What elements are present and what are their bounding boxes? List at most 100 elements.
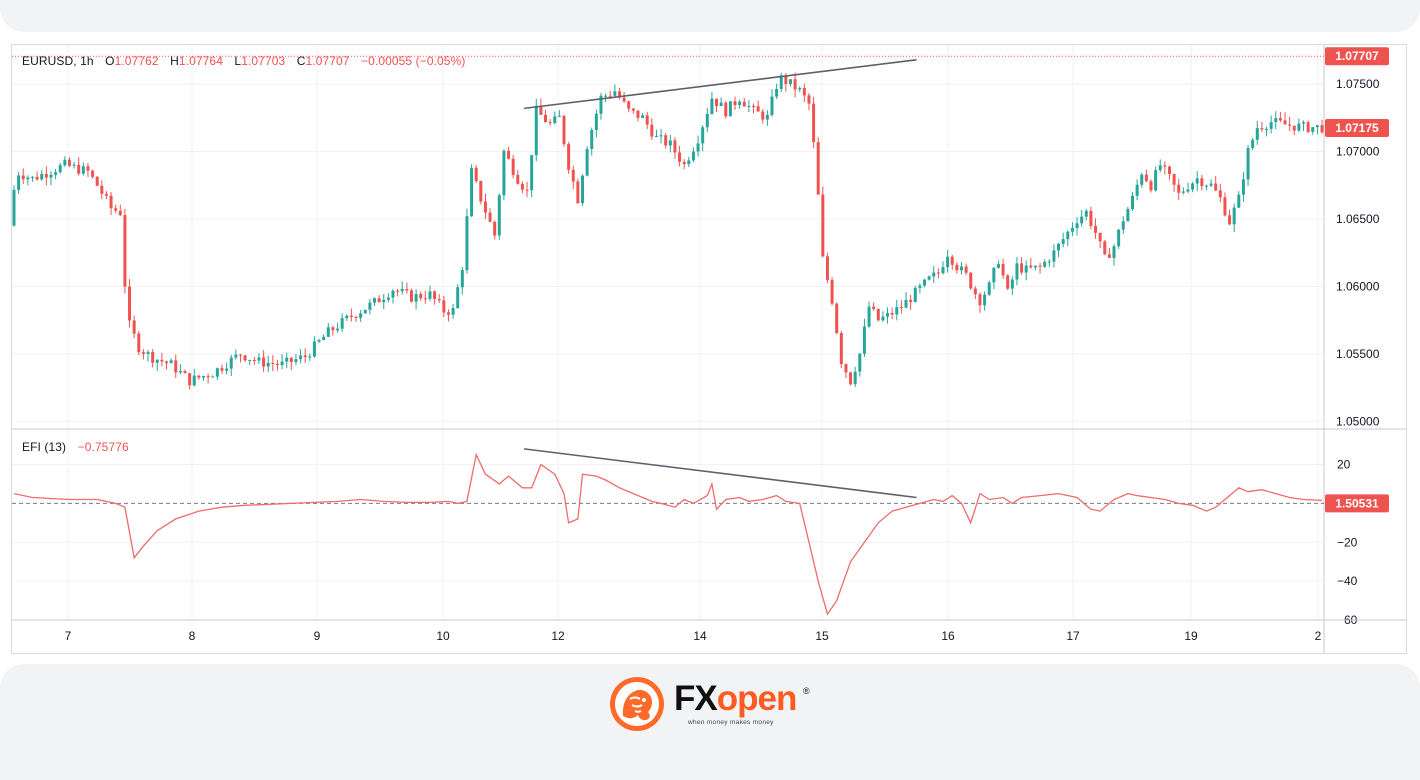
- candle-body: [1278, 118, 1282, 121]
- candle-body: [969, 272, 973, 289]
- candle-body: [44, 174, 48, 178]
- candle-body: [594, 113, 598, 131]
- candle-body: [992, 267, 996, 283]
- candle-body: [289, 357, 293, 363]
- candle-body: [923, 279, 927, 286]
- candle-body: [488, 212, 492, 222]
- candle-body: [386, 297, 390, 300]
- candle-body: [331, 327, 335, 331]
- candle-body: [890, 312, 894, 315]
- last-price-badge: [1325, 47, 1389, 66]
- efi-tick-label: −20: [1337, 535, 1358, 549]
- x-tick-label: 7: [65, 629, 72, 643]
- candle-body: [396, 290, 400, 292]
- candle-body: [1001, 264, 1005, 276]
- candle-body: [238, 354, 242, 356]
- candle-body: [895, 307, 899, 315]
- candle-body: [553, 116, 557, 124]
- candle-body: [151, 352, 155, 363]
- candle-body: [1075, 223, 1079, 228]
- candle-body: [437, 298, 441, 301]
- price-tick-label: 1.05000: [1336, 414, 1380, 428]
- candle-body: [668, 140, 672, 146]
- candle-body: [271, 363, 275, 365]
- candle-body: [465, 216, 469, 271]
- candle-body: [132, 320, 136, 334]
- candle-body: [918, 285, 922, 288]
- candle-body: [1269, 122, 1273, 129]
- candle-body: [636, 110, 640, 118]
- candle-body: [359, 313, 363, 318]
- candle-body: [262, 357, 266, 367]
- candle-body: [456, 287, 460, 309]
- candle-body: [483, 201, 487, 213]
- candle-body: [363, 309, 367, 314]
- candle-body: [109, 195, 113, 209]
- fxopen-logo: FXopen ® when money makes money: [608, 675, 814, 733]
- candle-body: [405, 288, 409, 291]
- candle-body: [941, 267, 945, 274]
- candle-body: [936, 272, 940, 274]
- candle-body: [104, 193, 108, 196]
- x-tick-label: 12: [551, 629, 565, 643]
- candle-body: [280, 361, 284, 365]
- candle-body: [1186, 189, 1190, 192]
- candle-body: [983, 294, 987, 306]
- candle-body: [308, 356, 312, 358]
- candle-body: [382, 299, 386, 303]
- candle-body: [1255, 128, 1259, 140]
- candle-body: [49, 174, 53, 178]
- candle-body: [793, 79, 797, 90]
- candle-body: [285, 357, 289, 362]
- legend-close-label: C: [296, 54, 306, 68]
- candle-body: [1020, 263, 1024, 273]
- candle-body: [844, 364, 848, 373]
- candle-body: [696, 143, 700, 152]
- legend-interval: 1h: [80, 54, 94, 68]
- candle-body: [58, 165, 62, 173]
- candle-body: [428, 291, 432, 299]
- candle-body: [835, 303, 839, 334]
- candle-body: [821, 194, 825, 257]
- candle-body: [35, 176, 39, 180]
- candle-body: [973, 288, 977, 295]
- candle-body: [349, 315, 353, 317]
- candle-body: [1191, 183, 1195, 190]
- candle-body: [1274, 118, 1278, 123]
- price-tick-label: 1.07500: [1336, 77, 1380, 91]
- candle-body: [1006, 275, 1010, 289]
- candle-body: [807, 95, 811, 104]
- candle-body: [511, 158, 515, 175]
- candle-body: [234, 354, 238, 358]
- candle-body: [1061, 239, 1065, 244]
- candle-body: [1167, 166, 1171, 175]
- current-price-label: 1.07175: [1335, 121, 1379, 135]
- candle-body: [955, 264, 959, 271]
- candle-body: [544, 114, 548, 123]
- candle-body: [1200, 178, 1204, 187]
- candle-body: [812, 103, 816, 143]
- candle-body: [950, 256, 954, 265]
- candle-body: [1094, 225, 1098, 233]
- candle-body: [548, 122, 552, 124]
- efi-line: [13, 452, 1323, 616]
- candle-body: [95, 176, 99, 186]
- candle-body: [724, 102, 728, 117]
- top-band: [0, 0, 1420, 32]
- candle-body: [862, 326, 866, 354]
- candle-body: [733, 101, 737, 106]
- candle-body: [525, 189, 529, 191]
- x-tick-label: 2: [1315, 629, 1322, 643]
- candle-body: [761, 111, 765, 120]
- candle-body: [617, 91, 621, 98]
- candle-body: [715, 98, 719, 107]
- price-tick-label: 1.06000: [1336, 279, 1380, 293]
- lion-emblem-icon: [610, 677, 664, 731]
- candle-body: [243, 355, 247, 361]
- candle-body: [1126, 208, 1130, 222]
- x-tick-label: 17: [1066, 629, 1080, 643]
- candle-body: [1297, 123, 1301, 131]
- candle-body: [816, 142, 820, 195]
- candle-body: [493, 221, 497, 236]
